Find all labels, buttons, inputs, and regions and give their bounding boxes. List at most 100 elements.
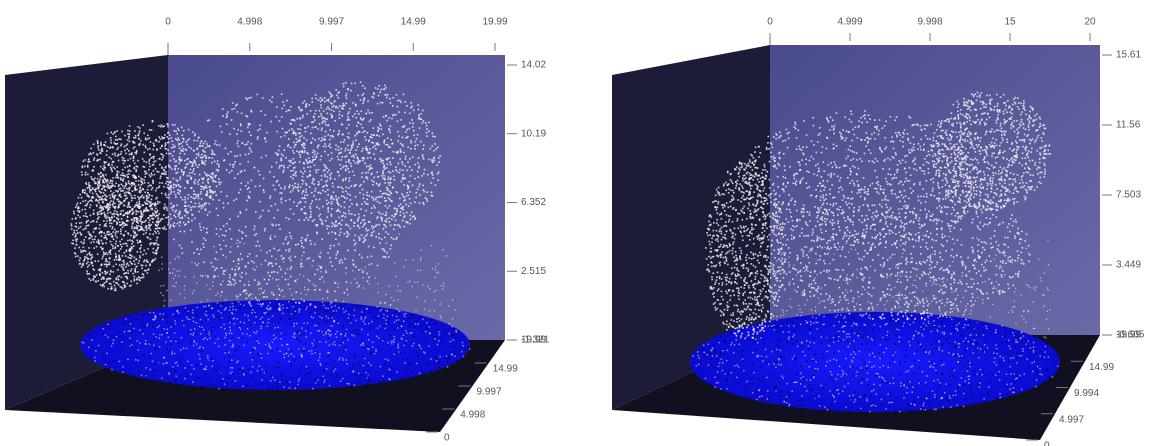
ground-point (255, 322, 257, 325)
tree-point (391, 104, 394, 107)
ground-point (434, 336, 437, 338)
tree-point (108, 251, 110, 253)
tree-point (164, 143, 167, 146)
trunk-point (246, 333, 248, 335)
tree-point (389, 102, 392, 104)
tree-point (314, 109, 317, 112)
tree-point (397, 130, 399, 133)
trunk-point (251, 293, 253, 295)
ground-point (287, 356, 289, 358)
ground-point (428, 345, 430, 347)
ground-point (377, 345, 380, 347)
tree-point (180, 170, 183, 173)
tree-point (100, 213, 102, 215)
trunk-point (419, 259, 422, 261)
tree-point (431, 145, 433, 147)
tree-point (74, 236, 77, 238)
tree-point (91, 192, 94, 195)
tree-point (314, 94, 317, 96)
ground-point (355, 373, 357, 376)
tree-point (354, 214, 356, 216)
tree-point (163, 227, 165, 230)
ground-point (367, 362, 370, 364)
tree-point (155, 232, 157, 234)
tree-point (386, 186, 388, 189)
tree-point (202, 181, 204, 184)
tree-point (372, 183, 374, 186)
trunk-point (229, 340, 231, 342)
ground-point (245, 373, 247, 375)
tree-point (247, 141, 249, 143)
tree-point (246, 115, 249, 118)
tree-point (153, 173, 156, 176)
tree-point (385, 220, 388, 223)
ground-point (223, 357, 226, 359)
tree-point (149, 202, 151, 205)
tree-point (197, 136, 200, 139)
tree-point (246, 188, 249, 190)
tree-point (127, 204, 130, 207)
tree-point (309, 174, 312, 177)
tree-point (348, 177, 351, 179)
tree-point (111, 163, 113, 166)
tree-point (179, 159, 181, 162)
tree-point (386, 207, 389, 209)
tree-point (203, 150, 205, 153)
tree-point (141, 178, 144, 181)
trunk-point (281, 276, 283, 278)
trunk-point (400, 337, 403, 339)
tree-point (116, 174, 118, 177)
tree-point (91, 196, 93, 198)
tree-point (123, 214, 126, 216)
trunk-point (405, 259, 407, 261)
tree-point (241, 258, 243, 260)
tree-point (391, 214, 393, 217)
ground-point (412, 316, 415, 319)
tree-point (134, 235, 136, 238)
tree-point (414, 201, 416, 203)
tree-point (173, 129, 176, 132)
tree-point (285, 216, 288, 219)
tree-point (347, 124, 350, 126)
tree-point (326, 216, 329, 219)
tree-point (94, 177, 96, 180)
tree-point (365, 203, 367, 205)
tree-point (421, 156, 424, 158)
tree-point (121, 190, 123, 192)
tree-point (412, 156, 414, 159)
ground-point (213, 316, 216, 318)
ground-point (187, 312, 189, 314)
trunk-point (249, 352, 252, 354)
ground-point (220, 312, 223, 314)
tree-point (147, 237, 150, 239)
ground-point (451, 334, 453, 336)
ground-point (186, 316, 189, 319)
tree-point (102, 247, 104, 250)
ground-points (690, 312, 1060, 412)
tree-point (345, 281, 348, 283)
tree-point (150, 129, 153, 131)
trunk-point (376, 306, 378, 308)
ground-point (260, 357, 263, 359)
tree-point (126, 143, 129, 145)
trunk-point (438, 331, 440, 333)
tree-point (102, 207, 104, 210)
tree-point (146, 236, 149, 238)
ground-point (206, 334, 209, 336)
ground-point (314, 378, 317, 380)
tree-point (204, 239, 207, 242)
ground-point (171, 351, 173, 353)
tree-point (329, 129, 331, 131)
tree-point (119, 138, 122, 141)
tree-point (387, 178, 389, 181)
ground-point (326, 329, 328, 331)
ground-point (255, 316, 257, 318)
ground-point (217, 364, 220, 367)
tree-point (141, 204, 144, 207)
tree-point (79, 257, 81, 259)
tree-point (418, 127, 421, 129)
tree-point (355, 103, 357, 106)
tree-point (195, 194, 198, 196)
trunk-point (334, 268, 337, 271)
